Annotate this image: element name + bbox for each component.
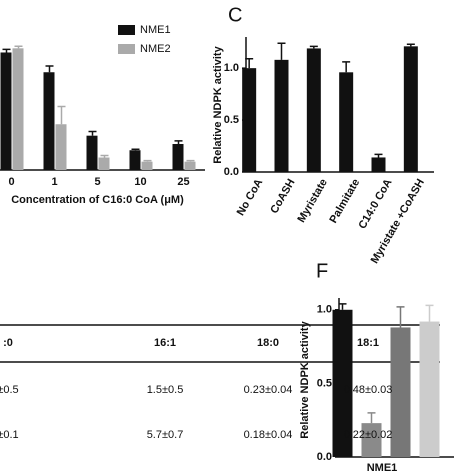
- error-bar: [342, 61, 351, 73]
- x-tick-label: 5: [94, 176, 100, 188]
- bar: [141, 161, 153, 170]
- bar: [371, 157, 386, 172]
- panel-label: F: [316, 260, 328, 282]
- y-axis-label: Relative NDPK activity: [212, 45, 224, 163]
- x-tick-label: 1: [51, 176, 57, 188]
- legend-swatch: [118, 25, 135, 35]
- error-bar: [338, 303, 347, 310]
- table-cell: ±0.1: [0, 429, 19, 441]
- panel-label: C: [228, 4, 242, 26]
- error-bar: [2, 48, 11, 53]
- error-bar: [143, 159, 152, 162]
- error-bar: [45, 65, 54, 73]
- legend-label: NME1: [140, 24, 171, 36]
- x-axis-label: Concentration of C16:0 CoA (μM): [11, 194, 184, 206]
- bar: [12, 48, 24, 170]
- x-tick-label: Palmitate: [327, 177, 362, 225]
- bar: [55, 124, 67, 170]
- x-tick-label: 25: [177, 176, 189, 188]
- y-tick-label: 0.0: [224, 166, 239, 178]
- table-header: 16:1: [154, 337, 176, 349]
- table-cell: 0.23±0.04: [244, 384, 293, 396]
- error-bar: [57, 105, 66, 125]
- x-tick-label: 10: [134, 176, 146, 188]
- bar: [129, 150, 141, 170]
- bar: [390, 327, 411, 457]
- bar: [86, 135, 98, 170]
- bar: [306, 48, 321, 172]
- x-tick-label: No CoA: [235, 177, 266, 218]
- y-tick-label: 0.5: [224, 114, 239, 126]
- bar: [43, 72, 55, 170]
- error-bar: [374, 153, 383, 158]
- y-tick-label: 0.5: [317, 377, 332, 389]
- y-tick-label: 0.0: [317, 451, 332, 463]
- x-tick-label: 0: [8, 176, 14, 188]
- error-bar: [88, 130, 97, 136]
- table-cell: 0.18±0.04: [244, 429, 293, 441]
- error-bar: [14, 45, 23, 49]
- bar: [274, 59, 289, 172]
- bar: [98, 157, 110, 170]
- error-bar: [100, 154, 109, 158]
- bar: [339, 72, 354, 172]
- table-cell: 1.5±0.5: [147, 384, 184, 396]
- error-bar: [425, 304, 434, 322]
- error-bar: [367, 412, 376, 424]
- error-bar: [277, 42, 286, 60]
- table-cell: 5.7±0.7: [147, 429, 184, 441]
- bar: [242, 68, 257, 172]
- legend-label: NME2: [140, 43, 171, 55]
- error-bar: [174, 140, 183, 144]
- error-bar: [309, 45, 318, 49]
- bar: [172, 144, 184, 170]
- table-header: 18:1: [357, 337, 379, 349]
- table-header: 18:0: [257, 337, 279, 349]
- x-tick-label: CoASH: [268, 177, 297, 216]
- table-header: :0: [3, 337, 13, 349]
- y-axis-label: Relative NDPK activity: [299, 320, 311, 438]
- bar: [361, 423, 382, 457]
- error-bar: [406, 43, 415, 47]
- error-bar: [245, 58, 254, 69]
- bar: [0, 52, 12, 171]
- legend-swatch: [118, 44, 135, 54]
- table-cell: 0.48±0.03: [344, 384, 393, 396]
- error-bar: [396, 306, 405, 328]
- bar: [332, 309, 353, 457]
- error-bar: [186, 159, 195, 162]
- y-tick-label: 1.0: [224, 62, 239, 74]
- table-cell: ±0.5: [0, 384, 19, 396]
- y-tick-label: 1.0: [317, 304, 332, 316]
- x-axis-label: NME1: [367, 462, 398, 474]
- table-cell: 0.22±0.02: [344, 429, 393, 441]
- bar: [419, 321, 440, 457]
- bar: [184, 161, 196, 170]
- bar: [403, 46, 418, 172]
- error-bar: [131, 148, 140, 151]
- x-tick-label: Myristate: [295, 177, 330, 225]
